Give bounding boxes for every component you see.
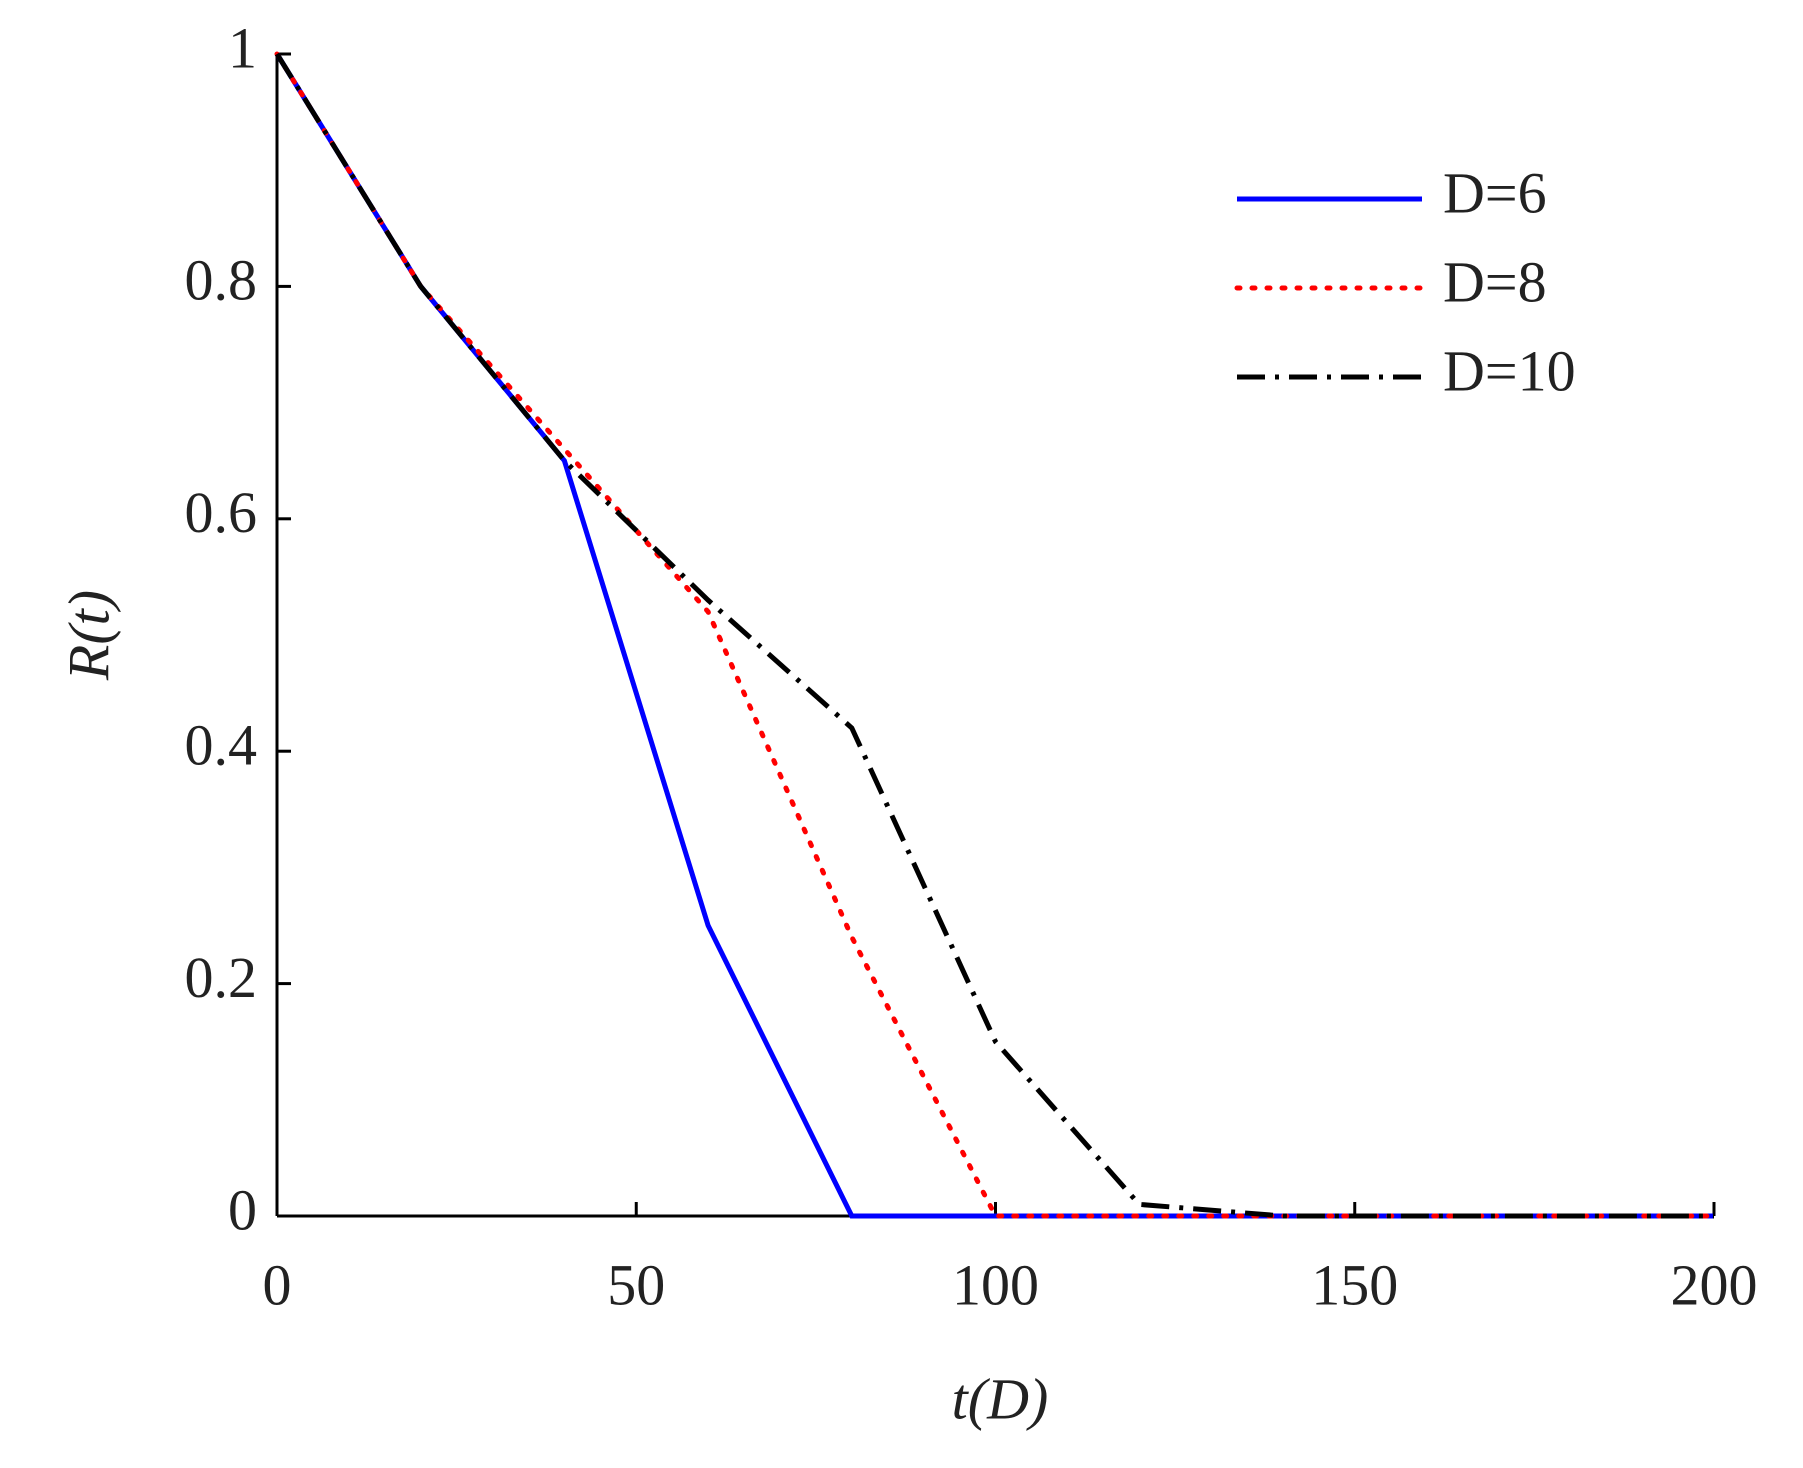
- x-tick-label: 100: [952, 1252, 1039, 1317]
- y-axis-label: R(t): [56, 590, 121, 681]
- legend-label: D=8: [1443, 249, 1547, 314]
- legend-label: D=10: [1443, 338, 1576, 403]
- y-tick-label: 0.4: [185, 713, 258, 778]
- y-tick-label: 0.8: [185, 248, 258, 313]
- x-tick-label: 150: [1311, 1252, 1398, 1317]
- x-tick-label: 50: [607, 1252, 665, 1317]
- x-tick-label: 200: [1671, 1252, 1758, 1317]
- y-tick-label: 0: [228, 1177, 257, 1242]
- legend-label: D=6: [1443, 160, 1547, 225]
- y-tick-label: 1: [228, 15, 257, 80]
- y-tick-label: 0.6: [185, 480, 258, 545]
- series-line: [274, 51, 1717, 1219]
- series-line: [274, 52, 1714, 1219]
- x-tick-label: 0: [263, 1252, 292, 1317]
- y-tick-label: 0.2: [185, 945, 258, 1010]
- x-axis-label: t(D): [952, 1366, 1049, 1431]
